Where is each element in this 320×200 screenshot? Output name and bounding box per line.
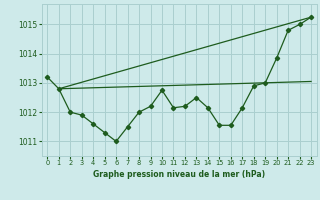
X-axis label: Graphe pression niveau de la mer (hPa): Graphe pression niveau de la mer (hPa) xyxy=(93,170,265,179)
